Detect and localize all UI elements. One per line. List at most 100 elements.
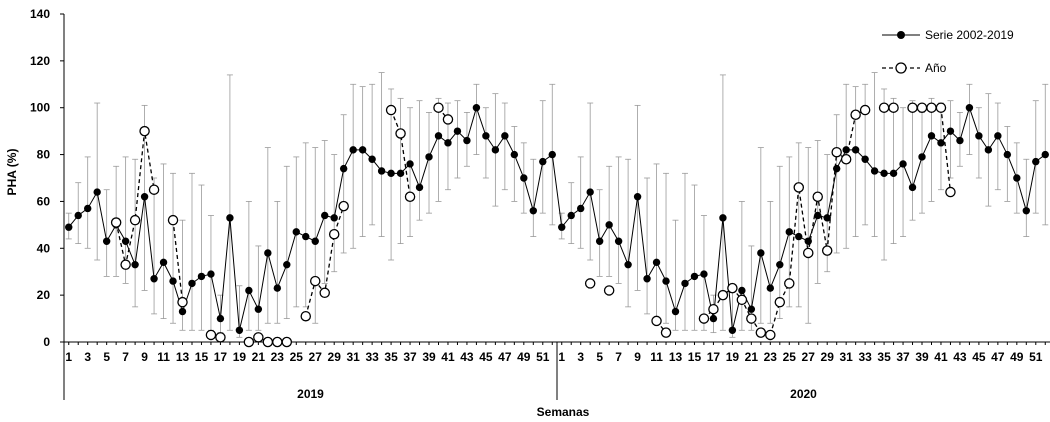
series-ano-point [755,327,767,338]
series-2002-2019-point [795,232,803,241]
series-2002-2019-point [472,104,481,112]
series-ano-point [878,102,890,113]
series-2002-2019-point [738,286,746,295]
series-2002-2019-point [93,188,101,196]
x-tick-label: 31 [839,350,853,364]
series-2002-2019-point [643,275,651,283]
x-tick-label: 3 [84,350,91,364]
series-ano-point [139,125,150,137]
series-2002-2019-point [65,223,73,231]
series-2002-2019-point [1041,150,1049,159]
series-2002-2019-point [671,307,680,316]
series-ano-point [660,327,672,338]
x-tick-label: 17 [214,350,228,364]
y-tick-label: 60 [37,194,51,208]
series-2002-2019-point [880,169,888,178]
x-tick-label: 27 [802,350,816,364]
series-2002-2019-point [273,284,282,292]
series-ano-point [120,259,131,270]
series-2002-2019-point [264,249,272,257]
series-2002-2019-point [1022,207,1030,215]
series-ano-point [385,104,397,116]
series-2002-2019-point [700,270,708,278]
series-2002-2019-point [102,237,111,245]
series-ano-point [584,278,596,289]
series-2002-2019-point [529,207,537,215]
x-axis-title: Semanas [537,405,590,419]
series-ano-point [840,154,852,165]
series-ano-point [736,294,748,306]
x-tick-label: 43 [953,350,967,364]
x-tick-label: 35 [877,350,891,364]
series-2002-2019-point [539,157,547,166]
series-2002-2019-point [946,127,955,135]
series-2002-2019-point [406,160,414,168]
series-2002-2019-point [444,139,452,147]
series-2002-2019-point [415,183,424,192]
series-ano-point [338,200,349,212]
legend: Serie 2002-2019 Año [882,28,1014,75]
series-ano-point [110,217,122,228]
series-2002-2019-point [652,258,661,267]
series-2002-2019-point [358,146,367,154]
x-tick-label: 45 [479,350,493,364]
series-2002-2019-point [937,139,945,147]
x-tick-label: 35 [384,350,398,364]
x-tick-label: 15 [688,350,702,364]
legend-label-ano: Año [925,61,947,75]
x-tick-label: 39 [422,350,436,364]
series-2002-2019-point [140,193,149,201]
series-2002-2019-point [747,305,756,313]
x-tick-label: 37 [896,350,910,364]
x-tick-label: 11 [650,350,663,364]
series-2002-2019-point [292,228,300,236]
series-2002-2019-point [169,277,177,285]
series-2002-2019-point [121,237,130,245]
series-2002-2019-point [84,204,92,213]
series-2002-2019-point [918,153,926,161]
series-ano-polyline [390,109,411,197]
y-tick-label: 20 [37,288,51,302]
series-2002-2019-point [681,279,689,288]
series-2002-2019-point [216,314,225,323]
series-ano-point [708,303,719,315]
series-2002-2019-point [349,146,357,154]
series-2002-2019-point [785,228,793,236]
x-tick-label: 23 [764,350,778,364]
series-2002-2019-point [956,136,964,145]
series-2002-2019-point [254,305,263,313]
series-2002-2019-point [159,258,168,267]
series-2002-2019-point [245,286,253,295]
series-2002-2019-point [842,146,850,154]
series-ano-point [215,332,226,343]
series-2002-2019-point [558,223,566,231]
series-2002-2019-point [491,146,500,154]
series-ano-polyline [912,107,952,193]
series-ano-point [205,329,217,341]
series-ano-point [765,329,776,341]
series-2002-2019-point [302,232,310,241]
x-tick-label: 47 [991,350,1005,364]
series-2002-2019-point [728,326,737,334]
series-2002-2019-point [633,193,642,201]
series-2002-2019-point [766,284,775,292]
series-ano-point [831,146,842,158]
series-2002-2019-point [605,221,613,229]
series-ano-point [698,313,710,324]
series-2002-2019-point [330,214,338,222]
series-2002-2019-point [425,153,433,161]
x-tick-label: 27 [309,350,323,364]
series-2002-2019-point [662,277,670,285]
series-2002-2019-point [690,272,699,281]
series-2002-2019-point [434,132,443,140]
series-ano-point [262,336,274,348]
series-2002-2019-point [994,132,1002,140]
x-tick-label: 1 [65,350,72,364]
x-tick-label: 7 [122,350,129,364]
series-ano-point [272,336,283,348]
series-ano-point [793,182,805,193]
series-2002-2019-point [567,211,575,220]
x-tick-label: 49 [1010,350,1024,364]
x-tick-label: 31 [346,350,360,364]
